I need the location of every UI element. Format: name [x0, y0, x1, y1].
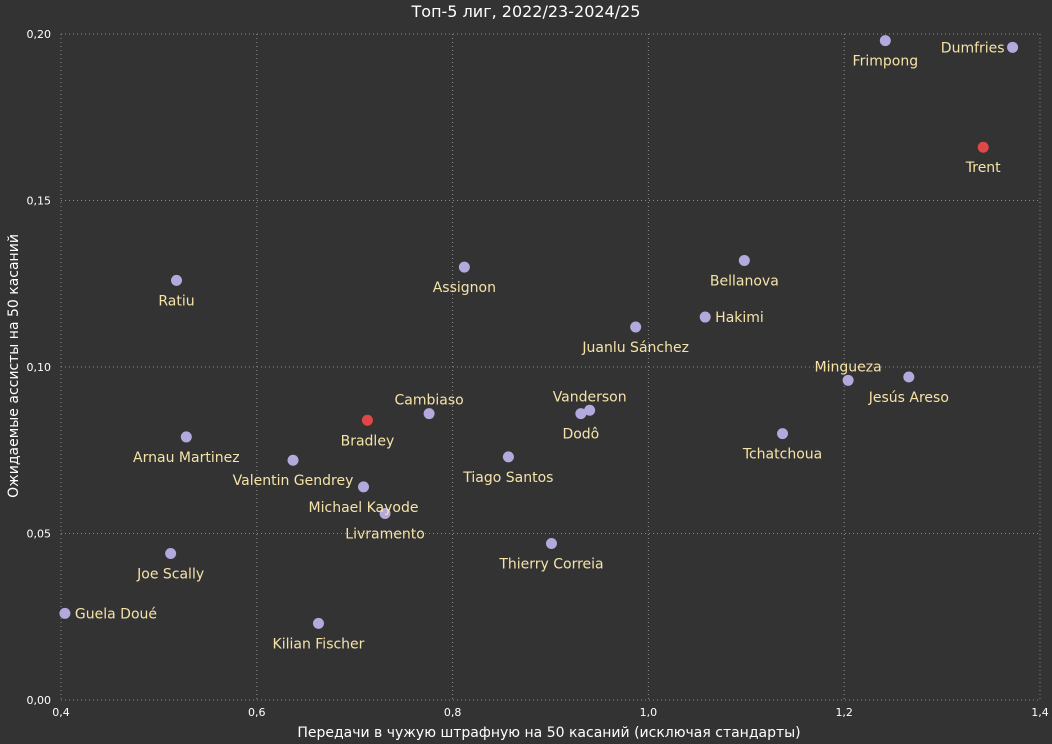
x-tick-label: 1,4	[1031, 706, 1049, 719]
point-label: Juanlu Sánchez	[581, 340, 689, 356]
y-tick-label: 0,15	[27, 195, 52, 208]
data-point	[165, 547, 177, 559]
data-point	[903, 371, 915, 383]
x-tick-label: 1,0	[640, 706, 658, 719]
point-label: Tiago Santos	[462, 470, 553, 486]
point-label: Vanderson	[553, 389, 627, 405]
data-point	[842, 374, 854, 386]
data-point	[423, 408, 435, 420]
point-label: Bellanova	[710, 273, 779, 289]
point-label: Valentin Gendrey	[233, 473, 354, 489]
point-label: Dodô	[562, 427, 599, 443]
point-label: Livramento	[345, 527, 425, 543]
data-point	[545, 537, 557, 549]
point-label: Jesús Areso	[868, 390, 949, 406]
data-point	[879, 35, 891, 47]
x-tick-label: 0,4	[52, 706, 70, 719]
point-label: Michael Kayode	[309, 500, 419, 516]
point-label: Guela Doué	[75, 606, 157, 622]
y-tick-label: 0,05	[27, 528, 52, 541]
data-point	[777, 428, 789, 440]
point-label: Dumfries	[941, 40, 1005, 56]
data-point	[738, 254, 750, 266]
x-tick-label: 1,2	[835, 706, 853, 719]
chart-title: Топ-5 лиг, 2022/23-2024/25	[411, 2, 641, 21]
point-labels: Frimpong Dumfries Trent Bellanova Assignon Ra…	[75, 40, 1005, 652]
point-label: Thierry Correia	[498, 556, 603, 572]
data-point	[458, 261, 470, 273]
y-tick-label: 0,10	[27, 361, 52, 374]
data-point	[180, 431, 192, 443]
data-points	[59, 35, 1019, 629]
data-point	[1007, 41, 1019, 53]
y-tick-label: 0,00	[27, 694, 52, 707]
data-point	[977, 141, 989, 153]
point-label: Mingueza	[815, 359, 882, 375]
point-label: Assignon	[433, 280, 496, 296]
y-tick-label: 0,20	[27, 28, 52, 41]
point-label: Cambiaso	[394, 393, 463, 409]
data-point	[171, 274, 183, 286]
data-point	[584, 404, 596, 416]
point-label: Bradley	[341, 433, 395, 449]
axis-ticks: 0,4 0,6 0,8 1,0 1,2 1,4 0,00 0,05 0,10 0,15 0,20	[27, 28, 1049, 719]
data-point	[59, 607, 71, 619]
data-point	[361, 414, 373, 426]
point-label: Joe Scally	[136, 566, 204, 582]
point-label: Hakimi	[715, 310, 764, 326]
data-point	[699, 311, 711, 323]
x-tick-label: 0,8	[444, 706, 462, 719]
point-label: Ratiu	[158, 293, 194, 309]
point-label: Trent	[965, 160, 1001, 176]
data-point	[575, 408, 587, 420]
point-label: Frimpong	[853, 54, 919, 70]
point-label: Tchatchoua	[742, 447, 822, 463]
point-label: Kilian Fischer	[273, 636, 365, 652]
grid	[60, 33, 1041, 701]
data-point	[312, 617, 324, 629]
data-point	[630, 321, 642, 333]
x-tick-label: 0,6	[248, 706, 266, 719]
data-point	[502, 451, 514, 463]
point-label: Arnau Martinez	[133, 450, 240, 466]
data-point	[379, 508, 391, 520]
data-point	[287, 454, 299, 466]
x-axis-label: Передачи в чужую штрафную на 50 касаний …	[297, 725, 800, 741]
y-axis-label: Ожидаемые ассисты на 50 касаний	[6, 234, 22, 498]
data-point	[358, 481, 370, 493]
